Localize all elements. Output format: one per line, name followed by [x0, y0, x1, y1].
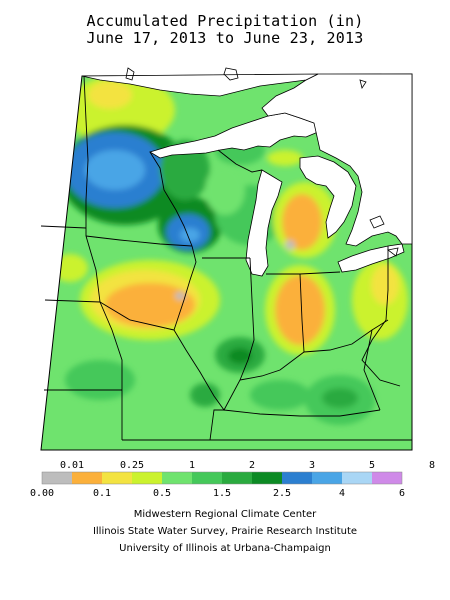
state-borders	[40, 75, 412, 441]
legend-top-label: 5	[369, 460, 375, 471]
legend-swatch	[222, 472, 252, 484]
legend-bottom-label: 6	[399, 488, 405, 499]
legend-bottom-label: 2.5	[273, 488, 291, 499]
legend-outline	[41, 471, 403, 485]
canada-lakes	[125, 67, 399, 257]
legend-swatches	[41, 471, 403, 485]
northern-border-region	[81, 73, 319, 97]
legend-swatch	[102, 472, 132, 484]
legend-bottom-label: 0.5	[153, 488, 171, 499]
legend-swatch	[72, 472, 102, 484]
legend-swatch	[342, 472, 372, 484]
lake-michigan	[245, 169, 283, 277]
legend-swatch	[192, 472, 222, 484]
legend-top-label: 8	[429, 460, 435, 471]
legend-top-label: 0.01	[60, 460, 84, 471]
credit-line-2: Illinois State Water Survey, Prairie Res…	[92, 526, 358, 537]
legend-swatch	[282, 472, 312, 484]
legend-bottom-label: 0.00	[30, 488, 54, 499]
lake-huron	[299, 155, 357, 239]
legend-bottom-label: 1.5	[213, 488, 231, 499]
lake-superior	[149, 112, 319, 159]
canada-region	[261, 73, 413, 247]
credit-line-1: Midwestern Regional Climate Center	[133, 509, 317, 520]
legend-top-label: 1	[189, 460, 195, 471]
legend-swatch	[312, 472, 342, 484]
legend-swatch	[42, 472, 72, 484]
legend-bottom-label: 4	[339, 488, 345, 499]
legend-top-labels: 0.01 0.25 1 2 3 5 8	[60, 460, 435, 471]
legend-swatch	[132, 472, 162, 484]
map-title: Accumulated Precipitation (in)	[86, 12, 364, 30]
legend-swatch	[252, 472, 282, 484]
credit-line-3: University of Illinois at Urbana-Champai…	[119, 543, 331, 554]
legend-top-label: 0.25	[120, 460, 144, 471]
lake-erie	[337, 243, 405, 273]
legend-top-label: 3	[309, 460, 315, 471]
legend-bottom-label: 0.1	[93, 488, 111, 499]
map-date-range: June 17, 2013 to June 23, 2013	[86, 29, 364, 47]
legend-top-label: 2	[249, 460, 255, 471]
legend-swatch	[372, 472, 402, 484]
legend-swatch	[162, 472, 192, 484]
legend-bottom-labels: 0.000.10.51.52.54610	[30, 488, 405, 499]
